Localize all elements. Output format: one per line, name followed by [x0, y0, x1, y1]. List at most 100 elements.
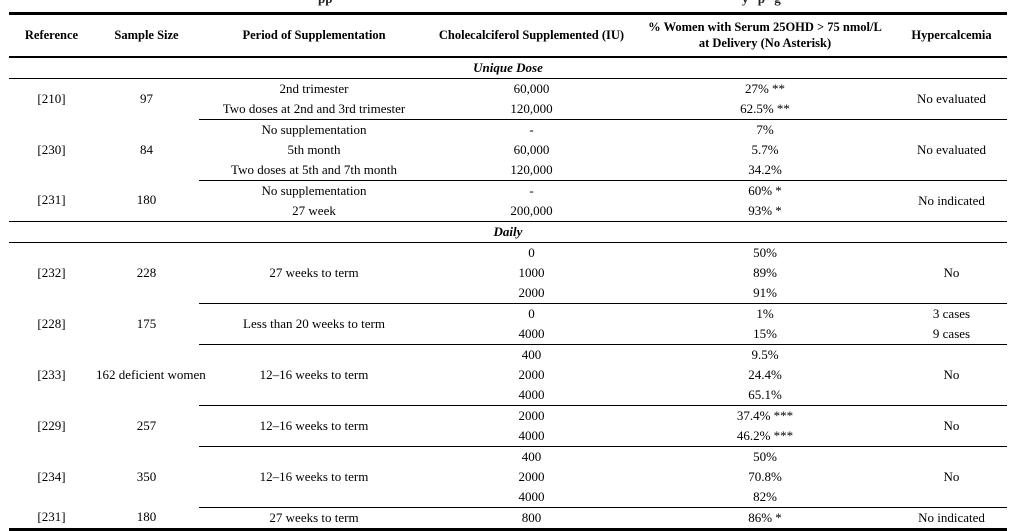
table-row: 27 week 200,000 93% * — [9, 201, 1007, 222]
cell-dose: 2000 — [518, 407, 545, 423]
cell-reference: [229] — [37, 417, 66, 433]
section-row-unique-dose: Unique Dose — [9, 56, 1007, 79]
table-header: Reference Sample Size Period of Suppleme… — [9, 13, 1007, 58]
cell-hypercalcemia: 9 cases — [896, 323, 1007, 345]
cell-outcome: 50% — [753, 448, 777, 464]
table-row: Two doses at 2nd and 3rd trimester 120,0… — [9, 98, 1007, 120]
table-row: [228] 175 Less than 20 weeks to term 0 1… — [9, 303, 1007, 345]
cell-dose: 400 — [521, 346, 542, 362]
table-row: [231] 180 No supplementation - 60% * No … — [9, 180, 1007, 208]
cell-sample-size: 350 — [136, 468, 157, 484]
cell-outcome: 89% — [753, 264, 777, 280]
table-row: 4000 65.1% — [9, 384, 1007, 406]
cell-period: 27 week — [292, 202, 336, 218]
table-body: Unique Dose [210] 97 2nd trimester 60,00… — [9, 56, 1007, 530]
cell-period: No supplementation — [261, 121, 367, 137]
cell-period: 5th month — [287, 141, 341, 157]
cell-period: 12–16 weeks to term — [199, 344, 429, 406]
column-header-sample-size: Sample Size — [94, 13, 199, 58]
cell-sample-size: 162 deficient women — [96, 366, 206, 382]
clipped-caption-fragment: pp — [318, 0, 332, 7]
cell-dose: 0 — [528, 244, 535, 260]
cell-reference: [233] — [37, 366, 66, 382]
cell-outcome: 86% * — [748, 509, 782, 525]
cell-outcome: 46.2% *** — [634, 425, 896, 447]
cell-sample-size: 257 — [136, 417, 157, 433]
cell-dose: 120,000 — [429, 98, 634, 120]
section-row-daily: Daily — [9, 220, 1007, 243]
cell-outcome: 27% ** — [744, 80, 786, 96]
column-header-reference: Reference — [9, 13, 94, 58]
cell-dose: - — [529, 182, 534, 198]
header-row: Reference Sample Size Period of Suppleme… — [9, 13, 1007, 58]
cell-dose: 4000 — [429, 323, 634, 345]
table-row: [231] 180 27 weeks to term 800 86% * No … — [9, 507, 1007, 529]
cell-sample-size: 84 — [140, 141, 153, 157]
table-row: 2000 70.8% — [9, 467, 1007, 487]
cell-period: Less than 20 weeks to term — [199, 303, 429, 345]
cell-outcome: 24.4% — [748, 366, 782, 382]
cell-outcome: 9.5% — [751, 346, 779, 362]
column-header-period: Period of Supplementation — [199, 13, 429, 58]
cell-outcome: 65.1% — [634, 384, 896, 406]
table-row: Two doses at 5th and 7th month 120,000 3… — [9, 159, 1007, 181]
column-header-outcome: % Women with Serum 25OHD > 75 nmol/L at … — [634, 13, 896, 58]
cell-reference: [228] — [37, 315, 66, 331]
cell-hypercalcemia: No evaluated — [896, 119, 1007, 181]
cell-outcome: 62.5% ** — [634, 98, 896, 120]
cell-hypercalcemia: No — [896, 405, 1007, 447]
cell-dose: 2000 — [518, 468, 545, 484]
cell-sample-size: 180 — [136, 509, 157, 525]
table-row: [210] 97 2nd trimester 60,000 27% ** No … — [9, 78, 1007, 120]
cell-period: Two doses at 2nd and 3rd trimester — [199, 98, 429, 120]
cell-period: 12–16 weeks to term — [199, 405, 429, 447]
table-row: [234] 350 12–16 weeks to term 400 50% No — [9, 446, 1007, 508]
cell-dose: 4000 — [429, 384, 634, 406]
table-row: 2000 91% — [9, 282, 1007, 304]
cell-dose: 60,000 — [513, 141, 550, 157]
cell-reference: [210] — [37, 90, 66, 106]
table-row: 4000 15% 9 cases — [9, 323, 1007, 345]
cell-dose: 400 — [521, 448, 542, 464]
column-header-outcome-line2: at Delivery (No Asterisk) — [698, 36, 832, 51]
cell-sample-size: 97 — [140, 90, 153, 106]
cell-dose: 120,000 — [429, 159, 634, 181]
cell-hypercalcemia: No indicated — [918, 509, 985, 525]
table-row: 4000 82% — [9, 486, 1007, 508]
clipped-caption: pp y p g — [0, 0, 1015, 7]
table-row: 2000 24.4% — [9, 365, 1007, 385]
cell-dose: 0 — [528, 305, 535, 321]
supplementation-table: Reference Sample Size Period of Suppleme… — [9, 12, 1007, 531]
column-header-hypercalcemia: Hypercalcemia — [896, 13, 1007, 58]
cell-outcome: 91% — [634, 282, 896, 304]
table-row: [233] 162 deficient women 12–16 weeks to… — [9, 344, 1007, 406]
table-row: 4000 46.2% *** — [9, 425, 1007, 447]
section-label: Daily — [9, 220, 1007, 243]
cell-outcome: 93% * — [748, 202, 782, 218]
cell-hypercalcemia: No — [896, 344, 1007, 406]
cell-hypercalcemia: 3 cases — [932, 305, 971, 321]
table-row: 1000 89% — [9, 263, 1007, 283]
cell-hypercalcemia: No evaluated — [896, 78, 1007, 120]
section-label: Unique Dose — [9, 56, 1007, 79]
cell-sample-size: 175 — [136, 315, 157, 331]
cell-period: 12–16 weeks to term — [199, 446, 429, 508]
cell-period: No supplementation — [261, 182, 367, 198]
cell-dose: 2000 — [429, 282, 634, 304]
column-header-dose: Cholecalciferol Supplemented (IU) — [429, 13, 634, 58]
cell-outcome: 34.2% — [634, 159, 896, 181]
cell-dose: 60,000 — [513, 80, 550, 96]
cell-dose: 200,000 — [510, 202, 553, 218]
cell-dose: 4000 — [429, 486, 634, 508]
cell-outcome: 5.7% — [751, 141, 779, 157]
cell-outcome: 15% — [634, 323, 896, 345]
cell-dose: 2000 — [518, 366, 545, 382]
cell-period: Two doses at 5th and 7th month — [199, 159, 429, 181]
cell-sample-size: 228 — [136, 264, 157, 280]
cell-dose: 1000 — [518, 264, 545, 280]
cell-reference: [232] — [37, 264, 66, 280]
cell-outcome: 7% — [756, 121, 774, 137]
cell-period: 2nd trimester — [279, 80, 349, 96]
cell-outcome: 82% — [634, 486, 896, 508]
